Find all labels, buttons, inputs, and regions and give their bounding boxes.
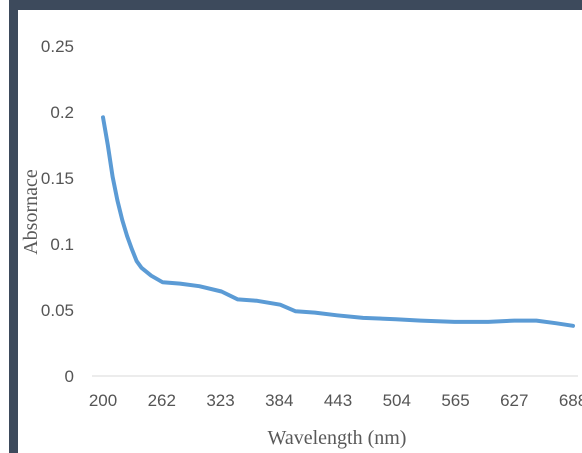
x-axis-ticks: 200 262 323 384 443 504 565 627 688 [89,391,582,410]
x-tick-label: 200 [89,391,117,410]
x-tick-label: 323 [206,391,234,410]
frame-border-left [9,0,18,453]
x-tick-label: 627 [500,391,528,410]
x-tick-label: 384 [265,391,293,410]
y-tick-label: 0.2 [50,103,74,122]
x-tick-label: 565 [441,391,469,410]
y-tick-label: 0 [65,367,74,386]
x-axis-title: Wavelength (nm) [268,427,407,449]
x-tick-label: 688 [559,391,582,410]
x-tick-label: 262 [148,391,176,410]
y-tick-label: 0.1 [50,235,74,254]
y-tick-label: 0.25 [41,37,74,56]
x-tick-label: 443 [324,391,352,410]
frame-border-top [9,0,582,10]
absorbance-series-line [101,115,575,328]
y-tick-label: 0.05 [41,301,74,320]
y-axis-ticks: 0 0.05 0.1 0.15 0.2 0.25 [41,37,74,386]
y-axis-title: Absornace [20,169,42,255]
y-tick-label: 0.15 [41,169,74,188]
x-tick-label: 504 [383,391,411,410]
